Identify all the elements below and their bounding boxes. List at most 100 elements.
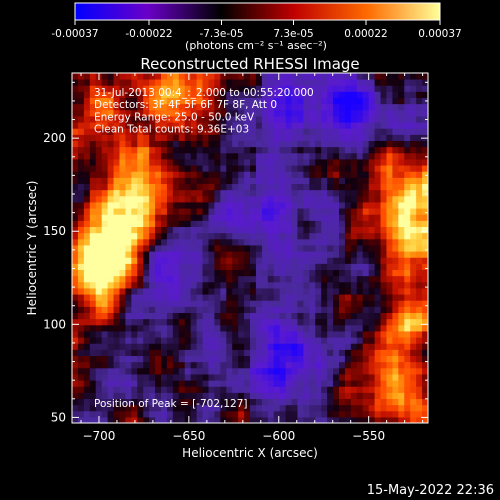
heatmap-cell xyxy=(291,250,299,258)
heatmap-cell xyxy=(72,115,79,123)
heatmap-cell xyxy=(297,226,304,234)
heatmap-cell xyxy=(77,226,85,234)
heatmap-cell xyxy=(291,134,299,141)
heatmap-cell xyxy=(226,214,233,221)
heatmap-cell xyxy=(143,404,150,412)
heatmap-cell xyxy=(392,398,399,406)
heatmap-cell xyxy=(261,201,269,209)
heatmap-cell xyxy=(95,183,103,191)
heatmap-cell xyxy=(422,134,428,141)
heatmap-cell xyxy=(202,361,210,369)
heatmap-cell xyxy=(161,269,168,277)
heatmap-cell xyxy=(119,392,126,400)
heatmap-cell xyxy=(232,312,239,320)
heatmap-cell xyxy=(261,404,269,412)
heatmap-cell xyxy=(107,244,115,252)
heatmap-cell xyxy=(89,152,97,160)
heatmap-cell xyxy=(321,244,328,252)
heatmap-cell xyxy=(172,343,180,350)
heatmap-cell xyxy=(327,220,334,227)
heatmap-cell xyxy=(261,244,269,252)
heatmap-cell xyxy=(119,287,126,295)
heatmap-cell xyxy=(131,238,138,246)
heatmap-cell xyxy=(107,398,115,406)
heatmap-cell xyxy=(77,201,85,209)
heatmap-cell xyxy=(374,97,382,105)
heatmap-cell xyxy=(125,361,132,369)
heatmap-cell xyxy=(178,349,186,357)
heatmap-cell xyxy=(392,293,399,301)
heatmap-cell xyxy=(255,330,263,338)
heatmap-cell xyxy=(161,257,168,264)
heatmap-cell xyxy=(166,318,174,326)
heatmap-cell xyxy=(202,306,210,314)
heatmap-cell xyxy=(214,152,221,160)
heatmap-cell xyxy=(255,134,263,141)
heatmap-cell xyxy=(273,164,281,172)
heatmap-cell xyxy=(380,250,388,258)
heatmap-cell xyxy=(285,134,293,141)
heatmap-cell xyxy=(232,78,239,86)
heatmap-cell xyxy=(196,416,204,423)
heatmap-cell xyxy=(356,146,364,154)
heatmap-cell xyxy=(184,85,192,92)
heatmap-cell xyxy=(386,214,393,221)
heatmap-cell xyxy=(155,281,162,289)
heatmap-cell xyxy=(149,73,156,80)
heatmap-cell xyxy=(107,275,115,283)
heatmap-cell xyxy=(77,324,85,332)
heatmap-cell xyxy=(422,367,428,375)
heatmap-cell xyxy=(315,109,322,117)
heatmap-cell xyxy=(155,91,162,98)
heatmap-cell xyxy=(137,263,144,271)
heatmap-cell xyxy=(250,158,257,166)
heatmap-cell xyxy=(386,121,393,129)
heatmap-cell xyxy=(214,201,221,209)
heatmap-cell xyxy=(184,269,192,277)
heatmap-cell xyxy=(339,281,346,289)
heatmap-cell xyxy=(344,103,352,111)
heatmap-cell xyxy=(95,134,103,141)
heatmap-cell xyxy=(339,128,346,135)
heatmap-cell xyxy=(279,300,287,307)
heatmap-cell xyxy=(161,410,168,418)
heatmap-cell xyxy=(202,158,210,166)
heatmap-cell xyxy=(83,238,91,246)
heatmap-cell xyxy=(333,281,340,289)
heatmap-cell xyxy=(309,287,316,295)
heatmap-cell xyxy=(125,183,132,191)
heatmap-cell xyxy=(255,343,263,350)
heatmap-cell xyxy=(368,164,376,172)
heatmap-cell xyxy=(416,306,423,314)
heatmap-cell xyxy=(350,312,358,320)
heatmap-cell xyxy=(416,330,423,338)
heatmap-cell xyxy=(350,134,358,141)
heatmap-cell xyxy=(77,183,85,191)
heatmap-cell xyxy=(172,128,180,135)
heatmap-cell xyxy=(344,349,352,357)
heatmap-cell xyxy=(380,207,388,215)
heatmap-cell xyxy=(315,410,322,418)
heatmap-cell xyxy=(113,171,121,178)
heatmap-cell xyxy=(380,336,388,344)
heatmap-cell xyxy=(273,306,281,314)
heatmap-cell xyxy=(77,207,85,215)
heatmap-cell xyxy=(362,85,370,92)
heatmap-cell xyxy=(422,373,428,381)
heatmap-cell xyxy=(232,355,239,363)
heatmap-cell xyxy=(267,91,275,98)
heatmap-cell xyxy=(161,404,168,412)
heatmap-cell xyxy=(149,257,156,264)
heatmap-cell xyxy=(220,287,227,295)
heatmap-cell xyxy=(131,336,138,344)
heatmap-cell xyxy=(166,201,174,209)
heatmap-cell xyxy=(89,183,97,191)
heatmap-cell xyxy=(113,109,121,117)
heatmap-cell xyxy=(297,238,304,246)
heatmap-cell xyxy=(125,287,132,295)
heatmap-cell xyxy=(72,128,79,135)
heatmap-cell xyxy=(119,115,126,123)
heatmap-cell xyxy=(208,312,215,320)
heatmap-cell xyxy=(344,91,352,98)
heatmap-cell xyxy=(386,300,393,307)
